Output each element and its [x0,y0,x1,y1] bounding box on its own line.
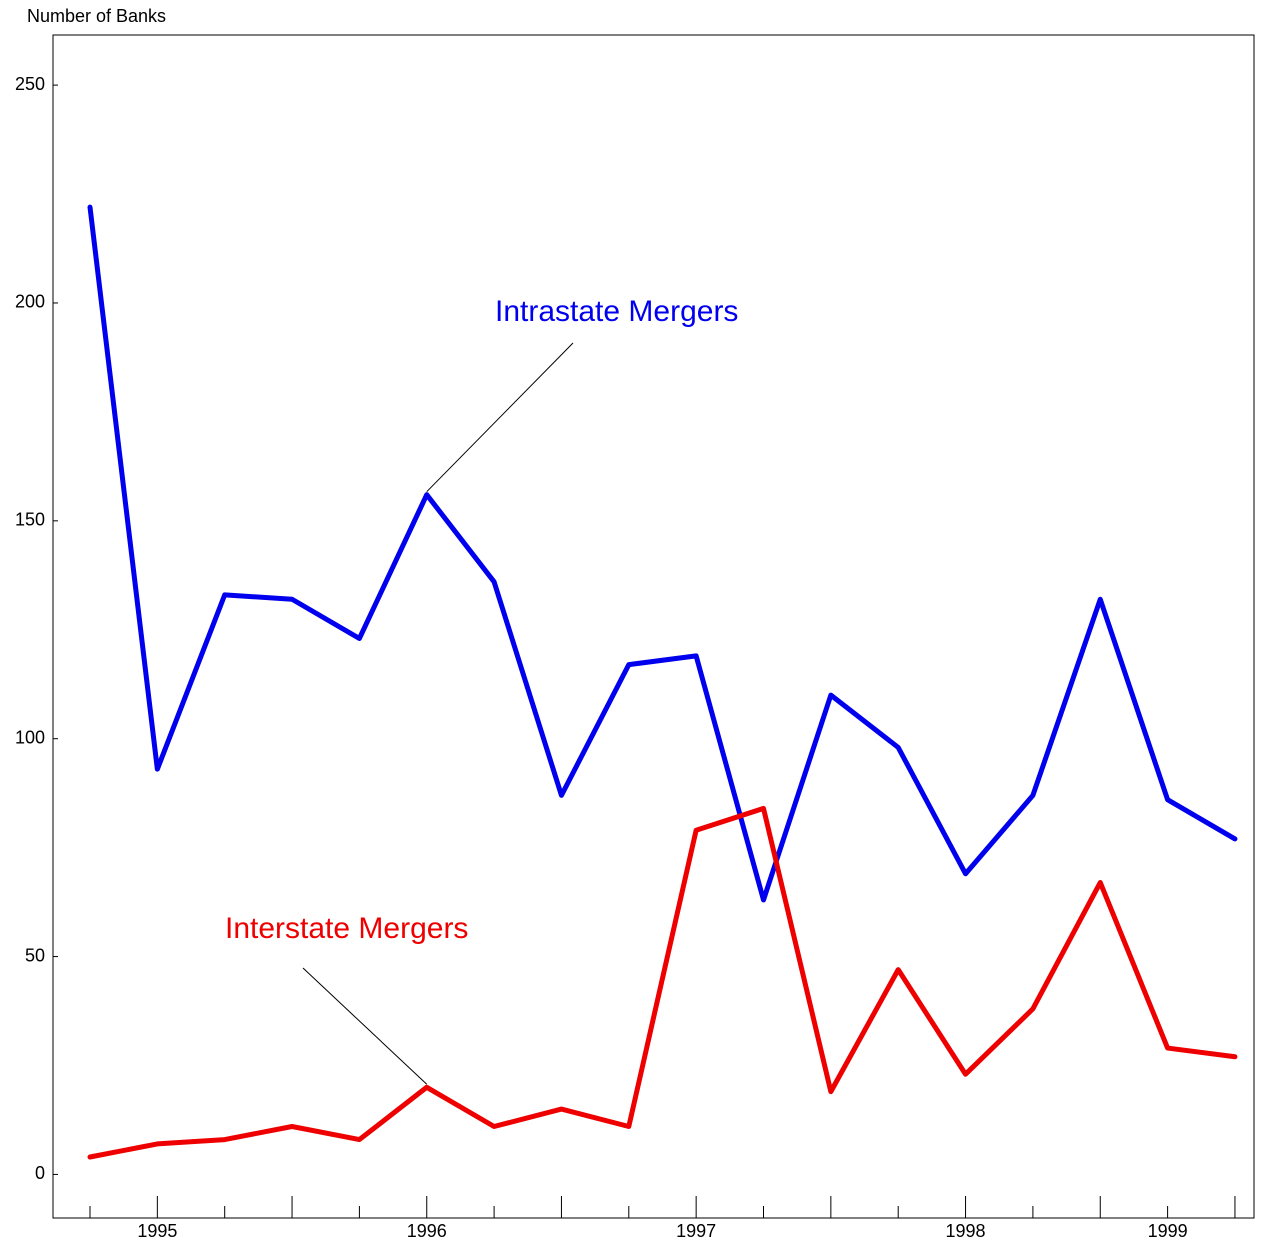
plot-frame [52,34,1255,1219]
y-axis-label: Number of Banks [27,6,166,26]
x-tick-label: 1997 [676,1221,716,1241]
y-tick-label: 0 [35,1163,45,1183]
y-tick-label: 50 [25,945,45,965]
y-tick-label: 200 [15,292,45,312]
y-tick-label: 250 [15,74,45,94]
series-line [87,204,1238,903]
x-tick-label: 1999 [1148,1221,1188,1241]
series-label: Intrastate Mergers [495,295,738,328]
x-tick-label: 1996 [407,1221,447,1241]
series-line [87,805,1238,1160]
y-tick-label: 100 [15,727,45,747]
y-tick-label: 150 [15,510,45,530]
leader-line [302,967,428,1085]
leader-line [426,342,574,493]
x-tick-label: 1998 [946,1221,986,1241]
series-label: Interstate Mergers [225,912,468,945]
x-tick-label: 1995 [137,1221,177,1241]
